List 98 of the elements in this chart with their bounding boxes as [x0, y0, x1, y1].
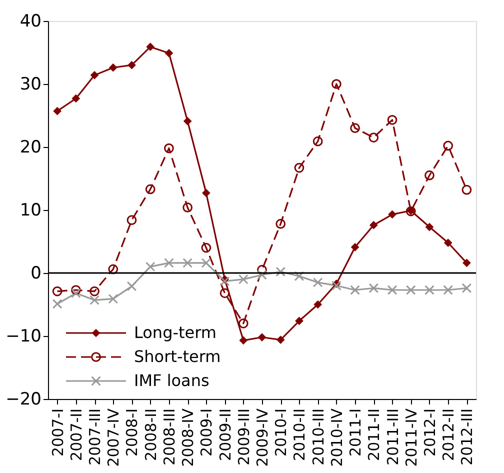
point — [90, 70, 99, 80]
y-tick-label: 0 — [30, 264, 42, 284]
x-tick-label: 2007-II — [67, 408, 86, 461]
point — [443, 140, 454, 151]
x-tick-label: 2009-III — [234, 408, 253, 466]
point — [387, 285, 398, 295]
legend-label: IMF loans — [134, 371, 210, 390]
point — [425, 222, 434, 232]
point — [294, 271, 304, 282]
point — [53, 106, 62, 116]
x-tick-label: 2008-III — [160, 408, 178, 466]
point — [145, 262, 156, 272]
point — [126, 281, 137, 292]
point — [164, 143, 174, 154]
point — [128, 60, 136, 70]
x-tick-label: 2010-II — [290, 408, 309, 461]
point — [201, 242, 212, 253]
point — [387, 114, 398, 125]
point — [276, 266, 286, 277]
x-tick-label: 2007-III — [86, 408, 104, 466]
x-tick-label: 2011-I — [346, 408, 365, 457]
point — [52, 286, 62, 296]
point — [443, 285, 454, 295]
x-tick-label: 2011-IV — [402, 408, 420, 467]
point — [350, 242, 360, 252]
x-tick-label: 2008-I — [123, 408, 142, 457]
point — [332, 280, 342, 291]
point — [312, 136, 323, 146]
point — [258, 333, 266, 342]
point — [52, 298, 62, 309]
x-tick-label: 2012-II — [440, 408, 458, 461]
point — [368, 132, 379, 142]
y-tick-label: 40 — [20, 12, 42, 32]
x-tick-label: 2008-II — [142, 408, 160, 461]
x-tick-label: 2010-III — [309, 408, 328, 466]
point — [164, 258, 174, 268]
point — [201, 258, 212, 268]
x-tick-label: 2009-IV — [254, 408, 272, 467]
point — [369, 220, 378, 230]
point — [462, 283, 472, 294]
x-tick-label: 2012-I — [420, 408, 439, 457]
x-tick-label: 2008-IV — [179, 408, 198, 467]
point — [462, 258, 471, 268]
y-tick-label: 30 — [20, 74, 42, 94]
point — [183, 116, 192, 126]
point — [90, 295, 100, 306]
x-tick-label: 2011-III — [384, 408, 402, 466]
point — [239, 336, 248, 345]
point — [108, 294, 118, 304]
point — [108, 264, 118, 274]
y-tick-label: −10 — [6, 326, 42, 346]
point — [164, 48, 174, 58]
x-tick-label: 2007-I — [48, 408, 67, 457]
point — [312, 278, 323, 288]
point — [72, 94, 80, 103]
x-tick-label: 2007-IV — [104, 408, 123, 467]
x-tick-label: 2009-II — [216, 408, 234, 461]
point — [108, 63, 118, 72]
point — [406, 285, 416, 295]
point — [70, 285, 81, 295]
point — [350, 285, 360, 295]
point — [424, 285, 434, 295]
point — [295, 316, 304, 326]
point — [238, 318, 248, 328]
point — [462, 184, 472, 195]
point — [257, 264, 267, 275]
point — [444, 238, 452, 247]
y-tick-label: 20 — [20, 138, 42, 158]
x-tick-label: 2009-I — [198, 408, 216, 457]
x-tick-label: 2010-I — [272, 408, 290, 457]
point — [220, 276, 230, 286]
point — [182, 202, 192, 212]
point — [202, 188, 210, 198]
point — [294, 162, 304, 173]
point — [368, 283, 379, 294]
legend-label: Long-term — [134, 323, 216, 342]
point — [145, 184, 156, 194]
point — [332, 79, 342, 89]
point — [90, 286, 100, 296]
point — [70, 288, 81, 298]
point — [276, 336, 285, 344]
point — [238, 274, 248, 284]
point — [388, 210, 396, 219]
legend-label: Short-term — [134, 347, 221, 366]
y-tick-label: −20 — [6, 390, 42, 410]
point — [182, 258, 192, 268]
point — [146, 42, 155, 52]
x-tick-label: 2010-IV — [328, 408, 346, 467]
point — [424, 170, 434, 180]
point — [220, 288, 230, 298]
y-tick-label: 10 — [20, 200, 42, 220]
point — [314, 300, 322, 309]
point — [126, 215, 137, 226]
point — [350, 123, 360, 134]
x-tick-label: 2011-II — [365, 408, 384, 461]
x-tick-label: 2012-III — [458, 408, 476, 466]
point — [276, 218, 286, 229]
point — [257, 270, 267, 280]
